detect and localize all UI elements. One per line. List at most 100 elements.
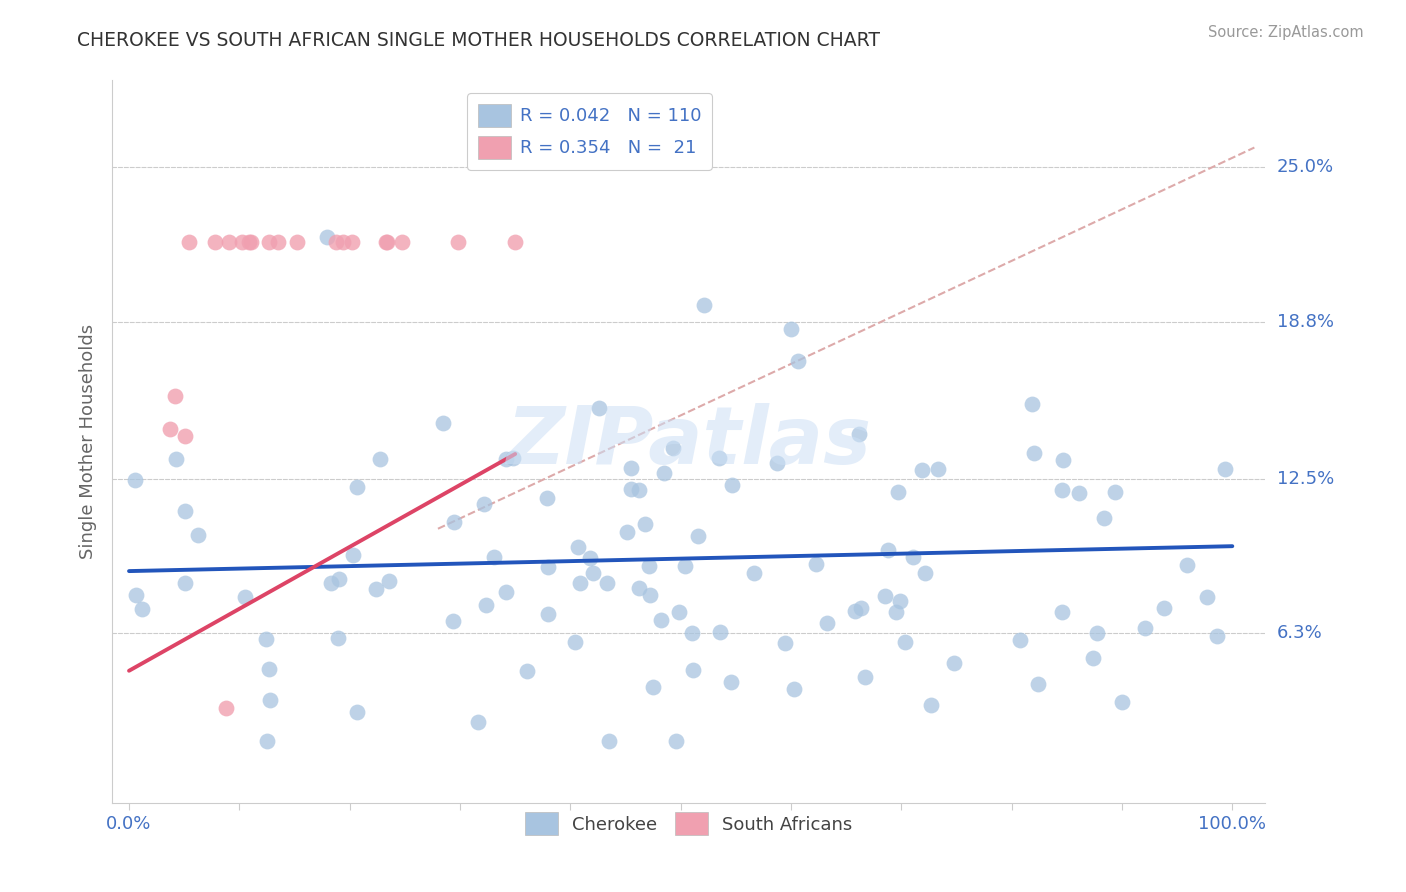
Point	[173, 429, 195, 443]
Point	[884, 605, 907, 619]
Point	[536, 491, 558, 505]
Point	[873, 589, 896, 603]
Point	[643, 680, 665, 694]
Point	[370, 452, 392, 467]
Point	[1052, 453, 1074, 467]
Point	[910, 463, 932, 477]
Point	[901, 550, 924, 565]
Point	[378, 574, 401, 589]
Point	[441, 614, 464, 628]
Text: Source: ZipAtlas.com: Source: ZipAtlas.com	[1208, 25, 1364, 40]
Point	[267, 235, 290, 250]
Point	[443, 515, 465, 529]
Point	[319, 575, 342, 590]
Point	[1213, 462, 1236, 476]
Point	[447, 235, 470, 250]
Point	[1010, 633, 1032, 648]
Point	[1022, 446, 1045, 460]
Point	[472, 497, 495, 511]
Point	[567, 540, 589, 554]
Text: 12.5%: 12.5%	[1277, 470, 1334, 488]
Point	[159, 422, 181, 436]
Point	[173, 576, 195, 591]
Point	[256, 733, 278, 747]
Point	[537, 560, 560, 574]
Text: 25.0%: 25.0%	[1277, 159, 1334, 177]
Text: CHEROKEE VS SOUTH AFRICAN SINGLE MOTHER HOUSEHOLDS CORRELATION CHART: CHEROKEE VS SOUTH AFRICAN SINGLE MOTHER …	[77, 31, 880, 50]
Point	[516, 664, 538, 678]
Point	[588, 401, 610, 415]
Point	[316, 230, 339, 244]
Point	[432, 417, 454, 431]
Point	[815, 615, 838, 630]
Point	[775, 635, 797, 649]
Point	[620, 461, 643, 475]
Point	[692, 297, 714, 311]
Point	[240, 235, 263, 250]
Point	[582, 566, 605, 581]
Point	[634, 517, 657, 532]
Point	[467, 714, 489, 729]
Point	[375, 235, 398, 250]
Point	[579, 550, 602, 565]
Point	[495, 585, 517, 599]
Point	[783, 681, 806, 696]
Text: ZIPatlas: ZIPatlas	[506, 402, 872, 481]
Point	[721, 478, 744, 492]
Point	[131, 602, 153, 616]
Point	[942, 656, 965, 670]
Text: 6.3%: 6.3%	[1277, 624, 1322, 642]
Point	[215, 701, 238, 715]
Point	[340, 235, 363, 250]
Point	[661, 442, 683, 456]
Point	[806, 557, 828, 571]
Point	[707, 451, 730, 466]
Point	[889, 594, 911, 608]
Point	[332, 235, 354, 250]
Point	[238, 235, 260, 250]
Point	[187, 528, 209, 542]
Point	[165, 451, 187, 466]
Point	[125, 588, 148, 602]
Point	[502, 450, 524, 465]
Point	[179, 235, 201, 250]
Point	[780, 322, 803, 336]
Point	[914, 566, 936, 580]
Point	[720, 675, 742, 690]
Point	[877, 542, 900, 557]
Point	[1104, 484, 1126, 499]
Point	[1067, 485, 1090, 500]
Point	[285, 235, 308, 250]
Point	[887, 484, 910, 499]
Point	[495, 452, 517, 467]
Point	[1175, 558, 1198, 572]
Point	[620, 482, 643, 496]
Point	[848, 426, 870, 441]
Point	[346, 480, 368, 494]
Point	[1092, 511, 1115, 525]
Point	[1153, 601, 1175, 615]
Point	[638, 558, 661, 573]
Point	[709, 624, 731, 639]
Point	[375, 235, 398, 250]
Point	[568, 575, 591, 590]
Point	[124, 473, 146, 487]
Point	[231, 235, 253, 250]
Point	[682, 663, 704, 677]
Point	[638, 588, 661, 602]
Point	[1021, 397, 1043, 411]
Point	[364, 582, 387, 596]
Text: 18.8%: 18.8%	[1277, 313, 1333, 331]
Point	[564, 634, 586, 648]
Point	[920, 698, 942, 713]
Point	[894, 634, 917, 648]
Point	[254, 632, 277, 646]
Point	[1052, 605, 1074, 619]
Point	[475, 598, 498, 612]
Point	[204, 235, 226, 250]
Point	[233, 591, 256, 605]
Point	[744, 566, 766, 580]
Point	[927, 462, 949, 476]
Point	[165, 389, 187, 403]
Point	[681, 626, 703, 640]
